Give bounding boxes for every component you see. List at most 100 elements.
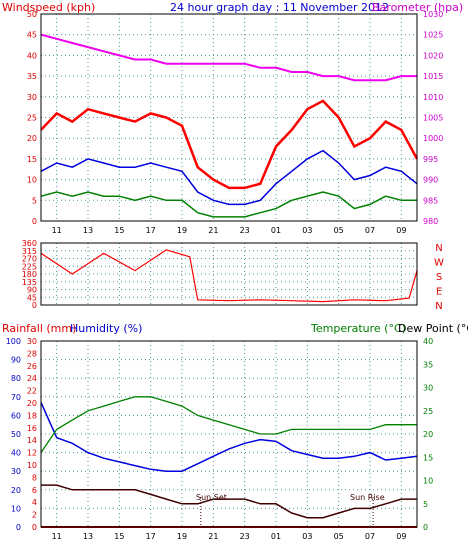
wind-y-tick-label: 10 <box>27 176 37 185</box>
humidity-y-tick-label: 0 <box>16 523 21 532</box>
wind-low-line <box>40 191 417 218</box>
temp-x-tick-label: 09 <box>396 532 406 541</box>
dewpoint-axis-label: Dew Point (°C) <box>398 322 468 335</box>
temp-x-tick-label: 19 <box>177 532 187 541</box>
humidity-y-tick-label: 90 <box>11 356 21 365</box>
humidity-y-tick-label: 100 <box>6 337 21 346</box>
barometer-axis-label: Barometer (hpa) <box>372 1 463 14</box>
wind-x-tick-label: 07 <box>365 226 375 235</box>
temp-x-tick-label: 23 <box>240 532 250 541</box>
compass-label: E <box>436 287 442 298</box>
sunrise-label: Sun Rise <box>350 493 385 502</box>
barometer-y-tick-label: 1000 <box>423 134 443 143</box>
wind-x-tick-label: 01 <box>271 226 281 235</box>
barometer-y-tick-label: 980 <box>423 217 438 226</box>
chart-title: 24 hour graph day : 11 November 2012 <box>170 1 389 14</box>
rainfall-y-tick-label: 26 <box>27 362 37 371</box>
dir-y-tick-label: 315 <box>22 247 37 256</box>
temperature-y-tick-label: 25 <box>423 407 433 416</box>
wind-x-tick-label: 05 <box>334 226 344 235</box>
wind-y-tick-label: 45 <box>27 31 37 40</box>
rainfall-axis-label: Rainfall (mm) <box>2 322 76 335</box>
temp-x-tick-label: 05 <box>334 532 344 541</box>
barometer-y-tick-label: 1020 <box>423 51 443 60</box>
temperature-y-tick-label: 20 <box>423 430 433 439</box>
wind-y-tick-label: 5 <box>32 196 37 205</box>
compass-label: N <box>435 243 442 254</box>
dir-y-tick-label: 135 <box>22 278 37 287</box>
wind-barometer-panel: 0510152025303540455098098599099510001005… <box>27 10 444 235</box>
temperature-line <box>40 396 417 453</box>
rainfall-y-tick-label: 24 <box>27 374 37 383</box>
wind-y-tick-label: 0 <box>32 217 37 226</box>
rainfall-y-tick-label: 2 <box>32 511 37 520</box>
compass-label: S <box>436 272 442 283</box>
rainfall-y-tick-label: 18 <box>27 411 37 420</box>
temperature-y-tick-label: 30 <box>423 384 433 393</box>
wind-y-tick-label: 35 <box>27 72 37 81</box>
rainfall-y-tick-label: 14 <box>27 436 37 445</box>
dir-y-tick-label: 180 <box>22 270 37 279</box>
humidity-y-tick-label: 50 <box>11 430 21 439</box>
dir-y-tick-label: 45 <box>27 293 37 302</box>
rainfall-y-tick-label: 0 <box>32 523 37 532</box>
rainfall-y-tick-label: 4 <box>32 498 37 507</box>
temperature-y-tick-label: 40 <box>423 337 433 346</box>
compass-label: N <box>435 301 442 312</box>
wind-frame <box>40 13 418 222</box>
wind-y-tick-label: 40 <box>27 51 37 60</box>
wind-x-tick-label: 23 <box>240 226 250 235</box>
temperature-y-tick-label: 0 <box>423 523 428 532</box>
temperature-axis-label: Temperature (°C) <box>310 322 406 335</box>
rainfall-y-tick-label: 16 <box>27 424 37 433</box>
compass-label: W <box>434 258 444 269</box>
barometer-y-tick-label: 1010 <box>423 93 443 102</box>
temp-x-tick-label: 01 <box>271 532 281 541</box>
rainfall-y-tick-label: 6 <box>32 486 37 495</box>
temperature-y-tick-label: 35 <box>423 360 433 369</box>
barometer-y-tick-label: 1015 <box>423 72 443 81</box>
barometer-y-tick-label: 1005 <box>423 114 443 123</box>
dir-y-tick-label: 90 <box>27 286 37 295</box>
rainfall-y-tick-label: 20 <box>27 399 37 408</box>
wind-y-tick-label: 30 <box>27 93 37 102</box>
wind-y-tick-label: 50 <box>27 10 37 19</box>
temperature-y-tick-label: 15 <box>423 453 433 462</box>
wind-x-tick-label: 03 <box>302 226 312 235</box>
humidity-line <box>40 402 418 472</box>
wind-x-tick-label: 13 <box>83 226 93 235</box>
humidity-y-tick-label: 20 <box>11 486 21 495</box>
temperature-y-tick-label: 5 <box>423 500 428 509</box>
dir-frame <box>40 242 418 306</box>
temp-x-tick-label: 15 <box>114 532 124 541</box>
humidity-y-tick-label: 30 <box>11 467 21 476</box>
wind-avg-line <box>40 149 418 206</box>
dewpoint-line <box>41 484 417 519</box>
temp-x-tick-label: 07 <box>365 532 375 541</box>
dir-y-tick-label: 270 <box>22 255 37 264</box>
wind-x-tick-label: 09 <box>396 226 406 235</box>
temp-x-tick-label: 21 <box>208 532 218 541</box>
sunset-label: Sun Set <box>196 493 227 502</box>
wind-y-tick-label: 20 <box>27 134 37 143</box>
wind-gust-line <box>40 99 419 190</box>
barometer-line <box>40 33 417 82</box>
wind-y-tick-label: 25 <box>27 114 37 123</box>
dir-y-tick-label: 360 <box>22 239 37 248</box>
wind-x-tick-label: 19 <box>177 226 187 235</box>
rainfall-y-tick-label: 10 <box>27 461 37 470</box>
humidity-y-tick-label: 80 <box>11 374 21 383</box>
temp-humidity-panel: 0102030405060708090100024681012141618202… <box>6 337 433 541</box>
rainfall-y-tick-label: 22 <box>27 387 37 396</box>
humidity-axis-label: Humidity (%) <box>70 322 142 335</box>
temp-x-tick-label: 03 <box>302 532 312 541</box>
humidity-y-tick-label: 10 <box>11 504 21 513</box>
humidity-y-tick-label: 40 <box>11 449 21 458</box>
rainfall-y-tick-label: 8 <box>32 473 37 482</box>
temperature-y-tick-label: 10 <box>423 477 433 486</box>
barometer-y-tick-label: 990 <box>423 176 438 185</box>
temp-x-tick-label: 17 <box>146 532 156 541</box>
sun-annotations: Sun Set Sun Rise <box>196 493 385 502</box>
